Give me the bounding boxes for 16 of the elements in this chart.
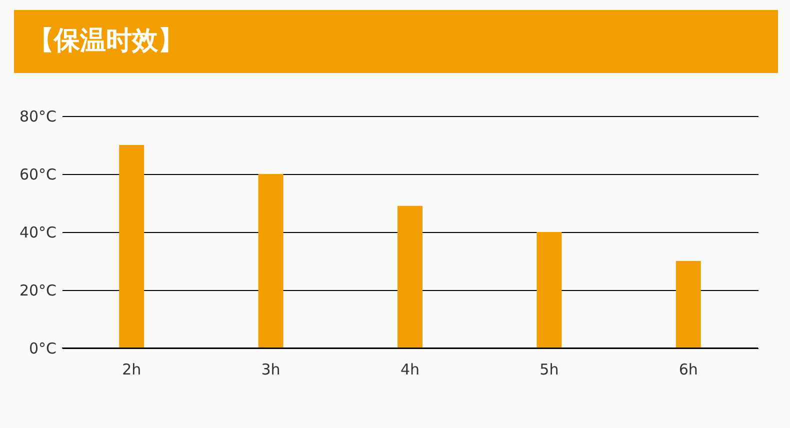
bar — [398, 206, 422, 348]
bar — [119, 145, 144, 348]
x-tick-label: 3h — [261, 360, 280, 378]
chart-title: 【保温时效】 — [14, 10, 778, 73]
bar — [536, 232, 562, 348]
y-tick-label: 60°C — [19, 166, 56, 184]
bar — [676, 261, 701, 348]
y-tick-label: 20°C — [19, 282, 56, 300]
y-tick-label: 0°C — [28, 340, 56, 358]
y-tick-label: 80°C — [19, 108, 56, 126]
x-tick-label: 5h — [540, 360, 559, 378]
y-tick-label: 40°C — [19, 224, 56, 242]
x-tick-label: 6h — [678, 360, 698, 378]
bar — [258, 174, 284, 348]
x-tick-label: 2h — [122, 360, 142, 378]
x-tick-label: 4h — [400, 360, 420, 378]
